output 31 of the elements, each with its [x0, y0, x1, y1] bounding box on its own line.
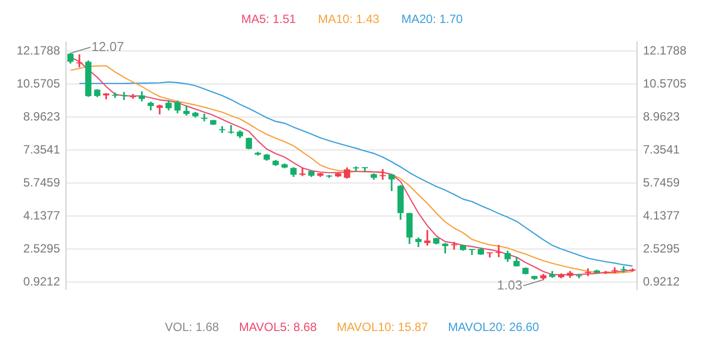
text: VOL: 1.68: [164, 320, 219, 334]
y2-tick-label: 7.3541: [643, 142, 680, 156]
annotation: 12.07: [91, 38, 124, 54]
text: MA5: 1.51: [241, 12, 296, 26]
text: MA20: 1.70: [401, 12, 463, 26]
y-tick-label: 12.1788: [16, 43, 60, 58]
candlestick: [352, 166, 360, 172]
y-tick-label: 10.5705: [16, 76, 60, 90]
y2-tick-label: 12.1788: [643, 43, 687, 58]
candlestick: [228, 125, 234, 134]
annotation: 1.03: [497, 277, 522, 292]
text: MAVOL20: 26.60: [448, 320, 540, 334]
candlestick: [468, 249, 476, 256]
candlestick: [120, 92, 128, 100]
y2-tick-label: 0.9212: [643, 274, 680, 288]
text: MAVOL10: 15.87: [336, 320, 428, 334]
text: MAVOL5: 8.68: [238, 320, 317, 334]
text: MA10: 1.43: [318, 12, 380, 26]
y-tick-label: 7.3541: [23, 142, 60, 156]
y-tick-label: 0.9212: [23, 274, 60, 288]
y-tick-label: 2.5295: [23, 241, 60, 256]
y2-tick-label: 5.7459: [643, 175, 680, 190]
y2-tick-label: 8.9623: [643, 109, 680, 124]
y-tick-label: 8.9623: [23, 109, 60, 124]
y2-tick-label: 10.5705: [643, 76, 687, 90]
y2-tick-label: 4.1377: [643, 208, 680, 222]
candlestick: [584, 268, 592, 276]
y-tick-label: 4.1377: [23, 208, 60, 222]
y-tick-label: 5.7459: [23, 175, 60, 190]
candlestick: [112, 92, 118, 98]
y2-tick-label: 2.5295: [643, 241, 680, 256]
